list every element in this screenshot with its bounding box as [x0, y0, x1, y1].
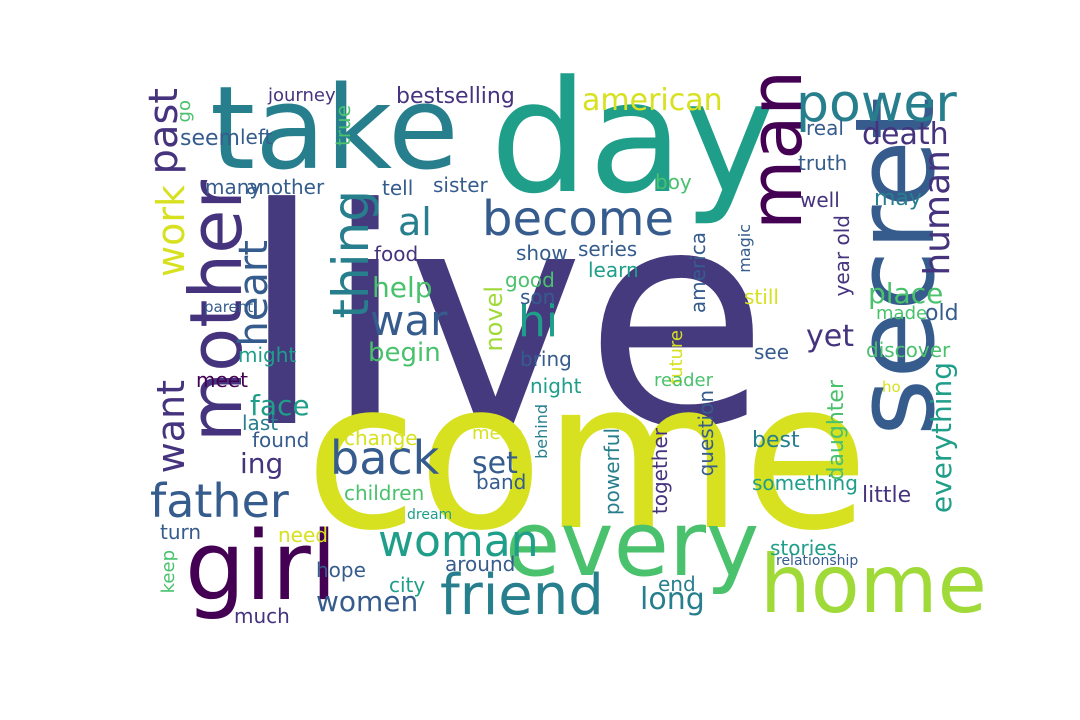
word-powerful: powerful: [600, 428, 624, 516]
word-novel: novel: [480, 286, 508, 352]
word-might: might: [238, 343, 297, 367]
word-made: made: [876, 303, 928, 324]
word-behind: behind: [532, 404, 551, 459]
word-death: death: [862, 117, 949, 152]
word-daughter: daughter: [824, 380, 849, 481]
word-food: food: [374, 242, 419, 266]
word-sister: sister: [433, 173, 488, 197]
word-learn: learn: [588, 258, 639, 282]
word-old: old: [925, 301, 959, 326]
word-son: son: [520, 285, 556, 309]
word-end: end: [658, 572, 696, 596]
word-girl: girl: [185, 512, 338, 622]
word-help: help: [372, 271, 433, 304]
word-ho: ho: [882, 378, 901, 396]
word-hi: hi: [518, 296, 559, 347]
word-thing: thing: [322, 190, 380, 319]
word-al: al: [398, 200, 432, 244]
word-long: long: [640, 582, 705, 617]
word-hope: hope: [316, 558, 366, 582]
word-meet: meet: [196, 368, 248, 392]
word-see: see: [754, 340, 790, 364]
word-place: place: [868, 277, 944, 310]
word-bestselling: bestselling: [396, 84, 515, 109]
word-best: best: [752, 428, 800, 453]
word-little: little: [862, 483, 912, 508]
word-real: real: [806, 116, 844, 140]
word-women: women: [316, 585, 419, 618]
word-ing: ing: [240, 447, 284, 480]
word-relationship: relationship: [776, 553, 859, 569]
word-keep: keep: [158, 550, 179, 594]
word-turn: turn: [160, 520, 202, 544]
word-truth: truth: [798, 151, 848, 175]
word-another: another: [246, 175, 325, 199]
word-night: night: [530, 374, 582, 398]
word-good: good: [505, 268, 555, 292]
word-together: together: [648, 428, 672, 515]
word-bring: bring: [520, 347, 572, 371]
word-question: question: [694, 390, 718, 477]
word-reader: reader: [654, 370, 714, 391]
word-found: found: [252, 428, 310, 452]
word-band: band: [476, 470, 527, 494]
word-show: show: [516, 241, 568, 265]
word-everything: everything: [925, 362, 958, 514]
word-take: take: [210, 62, 459, 196]
word-city: city: [389, 573, 426, 597]
word-true: true: [331, 105, 355, 147]
word-may: may: [874, 186, 922, 211]
word-come: come: [305, 338, 869, 576]
word-back: back: [330, 431, 440, 485]
word-seem: seem: [180, 126, 240, 151]
word-tell: tell: [382, 176, 414, 200]
word-work: work: [149, 185, 193, 277]
word-journey: journey: [268, 85, 336, 106]
word-go: go: [174, 100, 195, 123]
word-year-old: year old: [830, 215, 854, 297]
word-last: last: [242, 411, 279, 435]
word-stories: stories: [770, 536, 838, 560]
word-become: become: [482, 191, 675, 247]
word-home: home: [760, 538, 987, 631]
word-left: left: [240, 125, 273, 149]
word-war: war: [370, 296, 448, 345]
word-set: set: [472, 446, 518, 481]
word-series: series: [578, 237, 638, 261]
word-parent: parent: [204, 298, 254, 316]
word-well: well: [800, 188, 840, 212]
word-yet: yet: [806, 319, 854, 354]
word-face: face: [250, 389, 310, 422]
word-around: around: [445, 552, 516, 576]
word-heart: heart: [231, 240, 277, 347]
word-dream: dream: [407, 507, 453, 523]
word-mean: mean: [472, 423, 524, 444]
word-woman: woman: [378, 516, 539, 567]
word-day: day: [490, 47, 776, 228]
word-much: much: [234, 604, 290, 628]
word-children: children: [344, 481, 425, 505]
word-still: still: [744, 285, 779, 309]
word-friend: friend: [440, 563, 604, 628]
word-power: power: [796, 74, 957, 134]
word-every: every: [505, 492, 760, 597]
word-live: live: [240, 145, 769, 494]
word-american: american: [582, 83, 723, 118]
word-father: father: [150, 474, 289, 528]
word-many: many: [205, 175, 262, 199]
word-something: something: [752, 471, 858, 495]
word-discover: discover: [866, 338, 951, 362]
word-boy: boy: [655, 170, 692, 194]
word-want: want: [149, 380, 193, 474]
word-need: need: [278, 523, 328, 547]
word-america: america: [686, 232, 710, 314]
word-begin: begin: [368, 338, 441, 368]
word-change: change: [344, 426, 418, 450]
word-human: human: [917, 150, 958, 276]
word-magic: magic: [735, 224, 754, 273]
